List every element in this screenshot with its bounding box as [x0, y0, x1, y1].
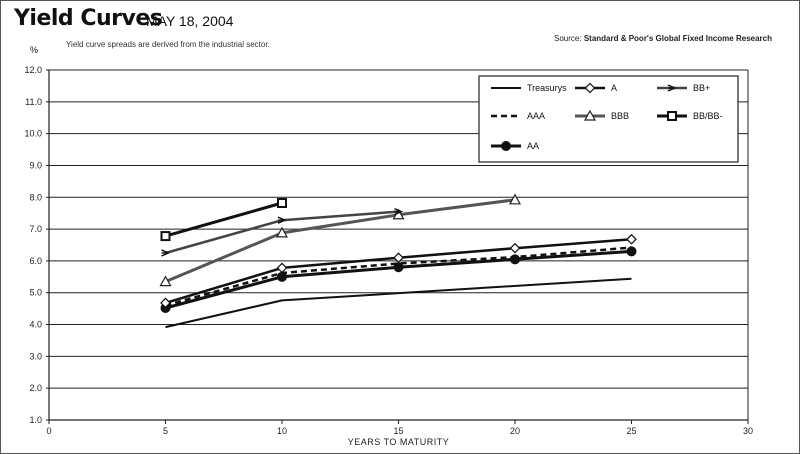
legend-label-aaa: AAA	[527, 111, 545, 121]
series-point-a-2	[393, 252, 404, 264]
y-axis-unit: %	[30, 45, 39, 55]
series-line-treasurys	[165, 277, 632, 329]
y-tick-label-6: 7.0	[29, 224, 42, 234]
series-point-aa-2	[393, 262, 404, 273]
legend-marker-a	[584, 82, 596, 94]
x-axis-label: YEARS TO MATURITY	[348, 437, 450, 447]
chart-date: MAY 18, 2004	[146, 13, 234, 29]
series-point-a-0	[160, 297, 171, 309]
legend-label-aa: AA	[527, 141, 539, 151]
legend-box	[478, 75, 739, 163]
legend-marker-bb-bb-	[667, 111, 677, 121]
chart-title: Yield Curves	[14, 6, 163, 31]
legend-label-bb-: BB+	[693, 83, 710, 93]
x-tick-label-5: 25	[626, 426, 636, 436]
x-tick-label-6: 30	[743, 426, 753, 436]
series-line-aaa	[165, 246, 632, 307]
legend-label-bb-bb-: BB/BB-	[693, 111, 723, 121]
y-tick-label-2: 3.0	[29, 351, 42, 361]
source-note: Source: Standard & Poor's Global Fixed I…	[554, 34, 772, 43]
series-point-bbb-3	[508, 193, 522, 205]
series-point-bb--1	[277, 216, 287, 224]
x-tick-label-2: 10	[277, 426, 287, 436]
legend-label-treasurys: Treasurys	[527, 83, 567, 93]
x-tick-label-0: 0	[46, 426, 51, 436]
y-tick-label-8: 9.0	[29, 160, 42, 170]
source-prefix: Source:	[554, 34, 584, 43]
legend-marker-bb-	[667, 84, 677, 92]
y-tick-label-11: 12.0	[24, 65, 42, 75]
chart-subtitle: Yield curve spreads are derived from the…	[66, 40, 270, 49]
legend-marker-bbb	[583, 109, 597, 121]
series-point-aa-4	[626, 246, 637, 257]
y-tick-label-5: 6.0	[29, 256, 42, 266]
series-point-a-3	[509, 242, 521, 254]
series-point-bb-bb--0	[160, 231, 171, 242]
x-tick-label-4: 20	[510, 426, 520, 436]
series-line-bb-bb-	[165, 201, 283, 238]
series-point-aa-1	[277, 271, 287, 282]
legend-label-bbb: BBB	[611, 111, 629, 121]
series-point-bb-bb--1	[277, 198, 287, 208]
legend-marker-aa	[501, 141, 511, 151]
y-tick-label-0: 1.0	[29, 415, 42, 425]
series-point-bbb-0	[159, 275, 172, 287]
legend-label-a: A	[611, 83, 617, 93]
series-point-bb--2	[394, 207, 404, 216]
y-tick-label-4: 5.0	[29, 288, 42, 298]
series-line-bbb	[164, 198, 516, 283]
x-tick-label-3: 15	[393, 426, 403, 436]
y-tick-label-9: 10.0	[24, 129, 42, 139]
y-tick-label-10: 11.0	[25, 97, 42, 107]
x-tick-label-1: 5	[163, 426, 168, 436]
series-point-bbb-1	[275, 226, 289, 238]
series-point-a-4	[626, 233, 637, 245]
y-tick-label-7: 8.0	[29, 192, 42, 202]
y-tick-label-1: 2.0	[29, 383, 42, 393]
y-tick-label-3: 4.0	[29, 320, 42, 330]
series-point-a-1	[276, 262, 288, 274]
series-point-bb--0	[161, 249, 171, 257]
source-name: Standard & Poor's Global Fixed Income Re…	[583, 34, 772, 43]
series-point-aa-3	[510, 254, 520, 265]
